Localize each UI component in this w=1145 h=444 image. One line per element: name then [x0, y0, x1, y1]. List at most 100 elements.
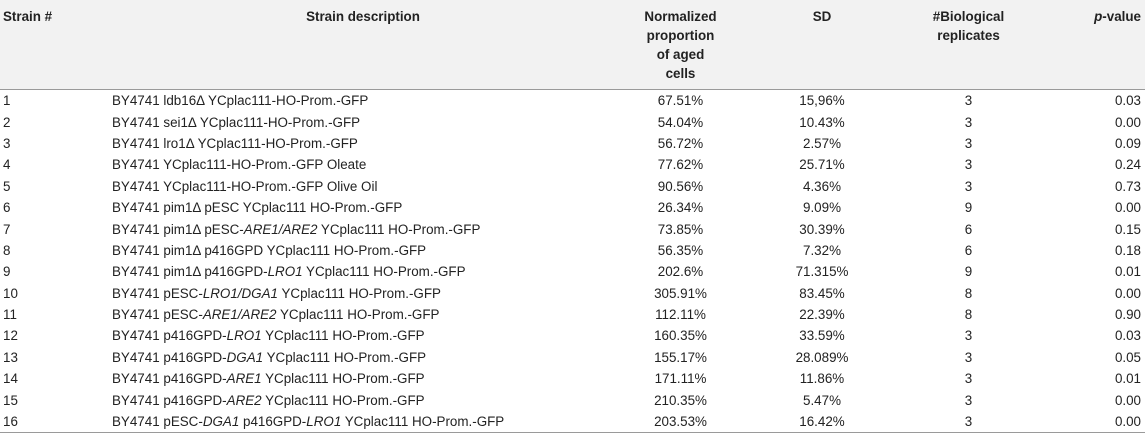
replicates-cell: 3: [901, 410, 1036, 434]
p-value-cell: 0.00: [1114, 392, 1141, 408]
p-value-cell: 0.24: [1114, 157, 1141, 173]
description-segment: BY4741 lro1Δ YCplac111-HO-Prom.-GFP: [112, 135, 358, 151]
sd-cell: 22.39%: [799, 307, 845, 323]
table-row: 2 BY4741 sei1Δ YCplac111-HO-Prom.-GFP 54.0…: [0, 111, 1145, 132]
gene-name-italic: ARE2: [226, 392, 262, 408]
strain-description-cell: BY4741 pESC-DGA1 p416GPD-LRO1 YCplac111 …: [108, 410, 618, 434]
table-row: 7 BY4741 pim1Δ pESC-ARE1/ARE2 YCplac111 H…: [0, 218, 1145, 239]
strain-description-cell: BY4741 p416GPD-LRO1 YCplac111 HO-Prom.-G…: [108, 325, 618, 346]
sd-cell: 11.86%: [799, 371, 845, 387]
strain-number-cell: 4: [3, 157, 11, 173]
table-row: 9 BY4741 pim1Δ p416GPD-LRO1 YCplac111 HO-…: [0, 261, 1145, 282]
replicates-cell: 9: [964, 200, 973, 216]
gene-name-italic: LRO1/DGA1: [202, 285, 278, 301]
strain-number-cell: 7: [3, 221, 11, 237]
strain-description-cell: BY4741 p416GPD-ARE1 YCplac111 HO-Prom.-G…: [108, 368, 618, 389]
header-sd: SD: [812, 9, 832, 24]
sd-cell: 71.315%: [795, 264, 849, 280]
header-proportion-line: cells: [665, 66, 696, 81]
strain-number-cell: 14: [3, 371, 18, 387]
proportion-cell: 90.56%: [657, 178, 704, 194]
replicates-cell: 3: [964, 328, 973, 344]
strain-table: Strain # Strain description Normalized p…: [0, 0, 1145, 434]
gene-name-italic: LRO1: [226, 328, 262, 344]
p-value-cell: 0.00: [1036, 410, 1145, 434]
table-row: 1 BY4741 ldb16Δ YCplac111-HO-Prom.-GFP 67.…: [0, 90, 1145, 112]
table-row: 5 BY4741 YCplac111-HO-Prom.-GFP Olive Oil…: [0, 176, 1145, 197]
proportion-cell: 112.11%: [655, 307, 706, 323]
description-segment: YCplac111 HO-Prom.-GFP: [276, 307, 440, 323]
table-body: 1 BY4741 ldb16Δ YCplac111-HO-Prom.-GFP 67.…: [0, 90, 1145, 434]
description-segment: BY4741 p416GPD-: [112, 328, 227, 344]
proportion-cell: 56.35%: [657, 242, 704, 258]
p-value-cell: 0.18: [1114, 242, 1141, 258]
header-replicates-line: replicates: [937, 28, 1000, 43]
header-normalized-proportion: Normalized proportion of aged cells: [618, 0, 743, 90]
strain-number-cell: 9: [3, 264, 11, 280]
replicates-cell: 3: [964, 157, 973, 173]
table-row: 6 BY4741 pim1Δ pESC YCplac111 HO-Prom.-GF…: [0, 197, 1145, 218]
description-segment: BY4741 pim1Δ p416GPD-: [112, 264, 268, 280]
replicates-cell: 3: [964, 114, 973, 130]
strain-number-cell: 5: [3, 178, 11, 194]
description-segment: YCplac111 HO-Prom.-GFP: [261, 392, 425, 408]
replicates-cell: 6: [964, 221, 973, 237]
sd-cell: 83.45%: [799, 285, 845, 301]
description-segment: BY4741 pim1Δ p416GPD YCplac111 HO-Prom.-…: [112, 242, 427, 258]
table-row: 11 BY4741 pESC-ARE1/ARE2 YCplac111 HO-Pro…: [0, 304, 1145, 325]
p-value-cell: 0.05: [1114, 349, 1141, 365]
sd-cell: 4.36%: [803, 178, 841, 194]
sd-cell: 9.09%: [803, 200, 841, 216]
header-row: Strain # Strain description Normalized p…: [0, 0, 1145, 90]
strain-description-cell: BY4741 pim1Δ pESC-ARE1/ARE2 YCplac111 HO…: [108, 218, 618, 239]
description-segment: BY4741 ldb16Δ YCplac111-HO-Prom.-GFP: [112, 93, 369, 109]
gene-name-italic: ARE1/ARE2: [243, 221, 318, 237]
description-segment: YCplac111 HO-Prom.-GFP: [261, 328, 425, 344]
description-segment: YCplac111 HO-Prom.-GFP: [341, 414, 505, 430]
p-value-cell: 0.01: [1114, 264, 1141, 280]
proportion-cell: 77.62%: [657, 157, 704, 173]
proportion-cell: 26.34%: [657, 200, 704, 216]
header-replicates-line: #Biological: [932, 9, 1005, 24]
proportion-cell: 54.04%: [657, 114, 704, 130]
proportion-cell: 155.17%: [654, 349, 707, 365]
proportion-cell: 67.51%: [657, 93, 704, 109]
p-value-cell: 0.03: [1114, 93, 1141, 109]
strain-number-cell: 10: [3, 285, 18, 301]
proportion-cell: 305.91%: [654, 285, 707, 301]
description-segment: YCplac111 HO-Prom.-GFP: [263, 349, 427, 365]
sd-cell: 2.57%: [803, 135, 841, 151]
description-segment: YCplac111 HO-Prom.-GFP: [317, 221, 481, 237]
strain-description-cell: BY4741 p416GPD-DGA1 YCplac111 HO-Prom.-G…: [108, 347, 618, 368]
p-value-cell: 0.90: [1114, 307, 1141, 323]
description-segment: p416GPD-: [239, 414, 307, 430]
strain-description-cell: BY4741 pESC-LRO1/DGA1 YCplac111 HO-Prom.…: [108, 283, 618, 304]
header-biological-replicates: #Biological replicates: [901, 0, 1036, 90]
description-segment: BY4741 pESC-: [112, 414, 203, 430]
table-row: 8 BY4741 pim1Δ p416GPD YCplac111 HO-Prom.…: [0, 240, 1145, 261]
p-value-cell: 0.00: [1114, 114, 1141, 130]
replicates-cell: 6: [964, 242, 973, 258]
gene-name-italic: LRO1: [306, 414, 342, 430]
description-segment: BY4741 p416GPD-: [112, 371, 227, 387]
proportion-cell: 202.6%: [657, 264, 704, 280]
sd-cell: 10.43%: [799, 114, 845, 130]
strain-description-cell: BY4741 pim1Δ p416GPD YCplac111 HO-Prom.-…: [108, 240, 618, 261]
table-row: 14 BY4741 p416GPD-ARE1 YCplac111 HO-Prom.…: [0, 368, 1145, 389]
replicates-cell: 3: [964, 392, 973, 408]
strain-description-cell: BY4741 ldb16Δ YCplac111-HO-Prom.-GFP: [108, 90, 618, 112]
strain-number-cell: 12: [3, 328, 18, 344]
table-row: 15 BY4741 p416GPD-ARE2 YCplac111 HO-Prom.…: [0, 389, 1145, 410]
strain-description-cell: BY4741 lro1Δ YCplac111-HO-Prom.-GFP: [108, 133, 618, 154]
p-value-cell: 0.03: [1114, 328, 1141, 344]
proportion-cell: 56.72%: [657, 135, 704, 151]
p-value-cell: 0.15: [1114, 221, 1141, 237]
strain-description-cell: BY4741 pim1Δ p416GPD-LRO1 YCplac111 HO-P…: [108, 261, 618, 282]
gene-name-italic: ARE1: [226, 371, 262, 387]
description-segment: YCplac111 HO-Prom.-GFP: [277, 285, 441, 301]
p-value-cell: 0.00: [1114, 285, 1141, 301]
sd-cell: 16.42%: [743, 410, 901, 434]
proportion-cell: 203.53%: [618, 410, 743, 434]
table-row: 3 BY4741 lro1Δ YCplac111-HO-Prom.-GFP 56.7…: [0, 133, 1145, 154]
strain-number-cell: 16: [0, 410, 108, 434]
